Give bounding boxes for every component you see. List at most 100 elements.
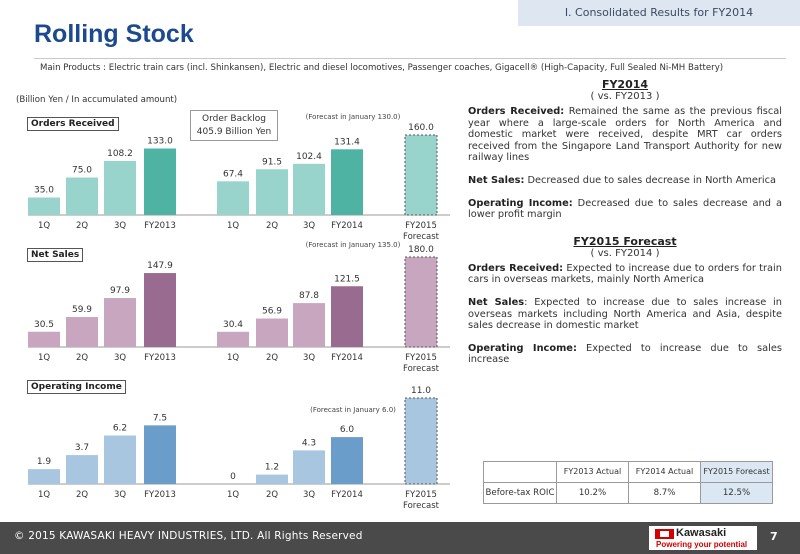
fy2015-income-text: Operating Income: Expected to increase d… <box>468 343 782 366</box>
category-label: 3Q <box>114 353 126 363</box>
fy2014-comparison: ( vs. FY2013 ) <box>590 91 660 102</box>
category-label: FY2013 <box>144 221 176 231</box>
bar <box>66 317 98 347</box>
category-label: 2Q <box>76 221 88 231</box>
value-label: 67.4 <box>223 169 243 179</box>
roic-header-blank <box>483 461 557 483</box>
value-label: 147.9 <box>147 261 173 271</box>
para-text: Expected to increase due to sales increa… <box>468 342 782 366</box>
backlog-amount: 405.9 Billion Yen <box>196 127 272 137</box>
value-label: 108.2 <box>107 149 133 159</box>
para-text: Expected to increase due to orders for t… <box>468 262 782 286</box>
value-label: 1.2 <box>265 463 279 473</box>
bar <box>256 318 288 347</box>
fy2014-income-text: Operating Income: Decreased due to sales… <box>468 198 782 221</box>
bar <box>28 469 60 484</box>
value-label: 75.0 <box>72 166 92 176</box>
order-backlog-box: Order Backlog 405.9 Billion Yen <box>190 110 278 141</box>
bar <box>256 169 288 215</box>
para-text: : Expected to increase due to sales incr… <box>468 296 782 332</box>
bar-forecast <box>404 134 438 216</box>
fy2014-sales-text: Net Sales: Decreased due to sales decrea… <box>468 175 782 187</box>
bar <box>331 149 363 215</box>
bar <box>144 148 176 215</box>
backlog-title: Order Backlog <box>201 114 266 124</box>
value-label: 6.2 <box>113 424 127 434</box>
fy2014-orders-text: Orders Received: Remained the same as th… <box>468 106 782 164</box>
bar <box>104 160 136 215</box>
net-sales-label: Net Sales <box>27 248 84 262</box>
category-label: FY2014 <box>331 221 363 231</box>
category-label: 1Q <box>227 490 239 500</box>
bar <box>66 177 98 215</box>
fy2015-comparison: ( vs. FY2014 ) <box>590 247 660 259</box>
category-label: Forecast <box>403 364 440 374</box>
bar-forecast <box>404 256 438 348</box>
roic-row-label: Before-tax ROIC <box>483 482 557 504</box>
category-label: FY2014 <box>331 490 363 500</box>
value-label: 160.0 <box>408 123 434 133</box>
roic-header-fy2015: FY2015 Forecast <box>700 461 773 483</box>
value-label: 59.9 <box>72 305 92 315</box>
para-label: Operating Income: <box>468 197 573 209</box>
value-label: 1.9 <box>37 457 52 467</box>
value-label: 102.4 <box>296 152 322 162</box>
bar-forecast <box>404 397 438 485</box>
value-label: 3.7 <box>75 443 89 453</box>
section-tag: I. Consolidated Results for FY2014 <box>518 0 800 26</box>
value-label: 4.3 <box>302 438 316 448</box>
category-label: 1Q <box>38 353 50 363</box>
copyright: © 2015 KAWASAKI HEAVY INDUSTRIES, LTD. A… <box>14 530 363 542</box>
value-label: 91.5 <box>262 157 282 167</box>
roic-fy2015: 12.5% <box>700 482 773 504</box>
bar <box>28 331 60 347</box>
kawasaki-logo-mark-icon <box>655 529 674 539</box>
bar <box>331 286 363 347</box>
category-label: 3Q <box>303 490 315 500</box>
fy2015-sales-text: Net Sales: Expected to increase due to s… <box>468 297 782 332</box>
category-label: 3Q <box>303 353 315 363</box>
commentary-column: FY2014 ( vs. FY2013 ) Orders Received: R… <box>468 78 782 377</box>
category-label: 3Q <box>303 221 315 231</box>
bar <box>293 450 325 484</box>
value-label: 0 <box>230 472 236 482</box>
category-label: 3Q <box>114 221 126 231</box>
value-label: 133.0 <box>147 137 173 147</box>
roic-header-fy2014: FY2014 Actual <box>628 461 701 483</box>
para-label: Operating Income: <box>468 342 577 354</box>
para-label: Orders Received: <box>468 106 565 117</box>
roic-header-fy2013: FY2013 Actual <box>556 461 629 483</box>
category-label: 1Q <box>38 490 50 500</box>
bar <box>256 474 288 484</box>
bar <box>66 455 98 484</box>
bar <box>217 181 249 215</box>
page-title: Rolling Stock <box>34 20 194 48</box>
category-label: 1Q <box>227 353 239 363</box>
page-number: 7 <box>770 530 778 543</box>
category-label: FY2014 <box>331 353 363 363</box>
fy2015-heading: FY2015 Forecast <box>573 234 677 248</box>
value-label: 97.9 <box>110 286 130 296</box>
value-label: 6.0 <box>340 425 355 435</box>
category-label: 2Q <box>266 353 278 363</box>
value-label: 87.8 <box>299 291 319 301</box>
roic-fy2013: 10.2% <box>556 482 629 504</box>
forecast-note: (Forecast in January 135.0) <box>306 241 401 249</box>
category-label: FY2013 <box>144 353 176 363</box>
bar <box>217 331 249 347</box>
bar <box>331 437 363 484</box>
fy2014-heading: FY2014 <box>601 78 649 91</box>
value-label: 11.0 <box>411 386 431 396</box>
bar <box>28 197 60 215</box>
category-label: 2Q <box>266 490 278 500</box>
value-label: 131.4 <box>334 137 360 147</box>
para-text: Decreased due to sales decrease in North… <box>524 174 777 186</box>
operating-income-label: Operating Income <box>27 380 126 394</box>
roic-row: Before-tax ROIC 10.2% 8.7% 12.5% <box>483 482 773 504</box>
value-label: 30.4 <box>223 320 243 330</box>
bar <box>104 298 136 347</box>
category-label: Forecast <box>403 232 440 242</box>
para-text: Decreased due to sales decrease and a lo… <box>468 197 782 221</box>
para-label: Orders Received: <box>468 262 564 274</box>
category-label: FY2015 <box>405 490 437 500</box>
